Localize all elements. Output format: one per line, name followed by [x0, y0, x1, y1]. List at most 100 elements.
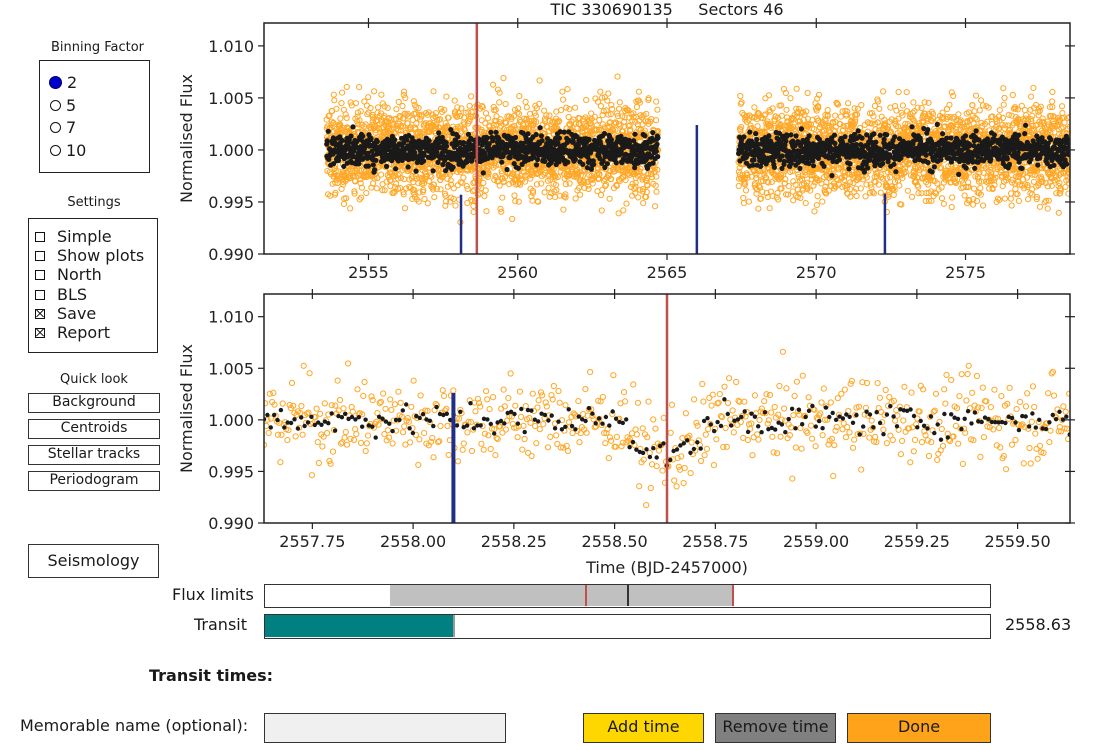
raw-flux-point [862, 193, 869, 200]
raw-flux-point [514, 173, 521, 180]
raw-flux-point [395, 98, 402, 106]
raw-flux-point [517, 181, 524, 188]
seismology-button[interactable]: Seismology [28, 544, 159, 578]
raw-flux-point [529, 187, 537, 194]
raw-flux-point [605, 90, 612, 97]
raw-flux-point [512, 127, 519, 134]
raw-flux-point [811, 208, 818, 215]
raw-flux-point [597, 191, 605, 199]
raw-flux-point [516, 93, 523, 100]
raw-flux-point [397, 185, 404, 192]
raw-flux-point [593, 122, 600, 129]
raw-flux-point [576, 115, 583, 122]
raw-flux-point [498, 208, 505, 215]
raw-flux-point [335, 168, 342, 175]
settings-label: Show plots [57, 246, 145, 265]
raw-flux-point [441, 106, 448, 114]
raw-flux-point [437, 105, 445, 112]
raw-flux-point [541, 189, 548, 196]
binning-option-label: 2 [67, 73, 78, 92]
raw-flux-point [601, 124, 608, 131]
raw-flux-point [483, 208, 490, 215]
raw-flux-point [466, 118, 473, 125]
raw-flux-point [374, 174, 381, 181]
background-button[interactable]: Background [28, 393, 160, 413]
settings-label: Simple [57, 227, 112, 246]
checkbox-icon [35, 250, 45, 261]
raw-flux-point [640, 200, 647, 207]
raw-flux-point [499, 194, 506, 201]
raw-flux-point [377, 116, 385, 123]
periodogram-button[interactable]: Periodogram [28, 471, 160, 491]
raw-flux-point [832, 112, 839, 119]
binning-option-2[interactable]: 2 [49, 73, 77, 92]
binning-option-10[interactable]: 10 [50, 141, 86, 160]
quicklook-title: Quick look [60, 372, 128, 387]
raw-flux-point [515, 198, 522, 205]
binning-option-5[interactable]: 5 [50, 96, 76, 115]
raw-flux-point [351, 188, 358, 195]
raw-flux-point [604, 97, 611, 104]
raw-flux-point [381, 103, 388, 110]
raw-flux-point [616, 99, 623, 106]
raw-flux-point [522, 178, 529, 185]
raw-flux-point [393, 106, 400, 113]
raw-flux-point [529, 172, 536, 179]
raw-flux-point [356, 117, 363, 124]
raw-flux-point [608, 102, 615, 109]
chart-top[interactable]: 2555 2560 2565 2570 25750.9900.9951.0001.005… [0, 0, 1100, 290]
raw-flux-point [492, 106, 499, 113]
settings-show-plots[interactable]: Show plots [35, 246, 144, 265]
raw-flux-point [754, 123, 761, 130]
raw-flux-point [396, 171, 403, 178]
raw-flux-point [635, 194, 642, 201]
raw-flux-point [497, 205, 504, 212]
settings-label: BLS [57, 285, 88, 304]
raw-flux-point [362, 121, 369, 128]
raw-flux-point [514, 109, 521, 116]
raw-flux-point [533, 181, 541, 188]
raw-flux-point [527, 110, 534, 117]
raw-flux-point [465, 109, 472, 116]
binning-option-7[interactable]: 7 [50, 118, 76, 137]
raw-flux-point [969, 102, 976, 109]
raw-flux-point [587, 120, 595, 127]
settings-save[interactable]: Save [35, 304, 96, 323]
raw-flux-point [577, 179, 584, 186]
raw-flux-point [605, 111, 612, 118]
raw-flux-point [938, 195, 946, 202]
raw-flux-point [424, 200, 431, 207]
settings-north[interactable]: North [35, 265, 102, 284]
raw-flux-point [494, 86, 502, 93]
raw-flux-point [460, 174, 467, 181]
raw-flux-point [492, 162, 499, 169]
raw-flux-point [378, 171, 385, 178]
raw-flux-point [393, 180, 400, 187]
raw-flux-point [597, 103, 605, 110]
raw-flux-point [445, 114, 452, 121]
raw-flux-point [599, 186, 606, 193]
raw-flux-point [506, 181, 513, 188]
raw-flux-point [899, 102, 907, 109]
settings-simple[interactable]: Simple [35, 227, 112, 246]
raw-flux-point [400, 91, 407, 99]
raw-flux-point [422, 110, 430, 117]
raw-flux-point [343, 114, 350, 122]
settings-label: Save [57, 304, 97, 323]
raw-flux-point [740, 194, 747, 202]
radio-selected-icon [49, 76, 62, 89]
raw-flux-point [328, 118, 335, 125]
raw-flux-point [411, 187, 418, 194]
checkbox-checked-icon [35, 308, 45, 319]
raw-flux-point [356, 196, 363, 203]
raw-flux-point [500, 74, 507, 82]
raw-flux-point [431, 194, 438, 201]
binning-option-label: 5 [66, 96, 77, 115]
settings-report[interactable]: Report [35, 323, 110, 342]
raw-flux-point [580, 179, 587, 186]
stellar-tracks-button[interactable]: Stellar tracks [28, 445, 160, 465]
centroids-button[interactable]: Centroids [28, 419, 160, 439]
settings-bls[interactable]: BLS [35, 285, 87, 304]
raw-flux-point [452, 202, 459, 209]
raw-flux-point [895, 88, 902, 96]
